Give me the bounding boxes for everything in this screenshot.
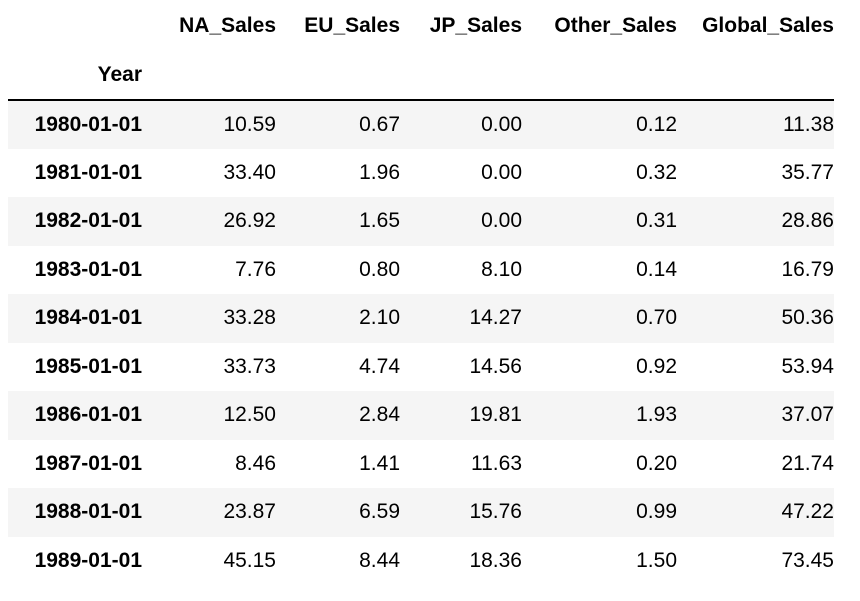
table-cell: 0.92 <box>636 354 677 378</box>
table-cell: 1.41 <box>359 451 400 475</box>
row-index-label: 1981-01-01 <box>34 160 142 184</box>
table-header: NA_Sales EU_Sales JP_Sales Other_Sales G… <box>8 0 834 100</box>
table-row: 1982-01-01 26.92 1.65 0.00 0.31 28.86 <box>8 197 834 246</box>
table-cell: 2.84 <box>359 403 400 427</box>
table-cell: 0.80 <box>359 257 400 281</box>
column-header: JP_Sales <box>429 13 522 37</box>
table-cell: 12.50 <box>223 403 276 427</box>
empty-header-cell <box>142 51 276 100</box>
table-row: 1981-01-01 33.40 1.96 0.00 0.32 35.77 <box>8 149 834 198</box>
table-cell: 10.59 <box>223 112 276 136</box>
table-cell: 33.40 <box>223 160 276 184</box>
table-cell: 45.15 <box>223 548 276 572</box>
row-index-label: 1984-01-01 <box>34 306 142 330</box>
table-cell: 2.10 <box>359 306 400 330</box>
table-cell: 0.00 <box>481 112 522 136</box>
row-index-label: 1986-01-01 <box>34 403 142 427</box>
column-header: Other_Sales <box>554 13 677 37</box>
table-row: 1986-01-01 12.50 2.84 19.81 1.93 37.07 <box>8 391 834 440</box>
table-cell: 0.20 <box>636 451 677 475</box>
column-header-row: NA_Sales EU_Sales JP_Sales Other_Sales G… <box>8 0 834 51</box>
table-cell: 33.73 <box>223 354 276 378</box>
table-cell: 0.70 <box>636 306 677 330</box>
table-cell: 0.00 <box>481 209 522 233</box>
table-cell: 16.79 <box>781 257 834 281</box>
table-cell: 8.46 <box>235 451 276 475</box>
table-cell: 0.31 <box>636 209 677 233</box>
empty-header-cell <box>522 51 677 100</box>
row-index-label: 1988-01-01 <box>34 500 142 524</box>
table-cell: 26.92 <box>223 209 276 233</box>
table-cell: 14.27 <box>469 306 522 330</box>
table-cell: 0.12 <box>636 112 677 136</box>
table-cell: 8.10 <box>481 257 522 281</box>
table-row: 1987-01-01 8.46 1.41 11.63 0.20 21.74 <box>8 440 834 489</box>
table-cell: 23.87 <box>223 500 276 524</box>
table-cell: 0.14 <box>636 257 677 281</box>
table-cell: 28.86 <box>781 209 834 233</box>
table-cell: 0.00 <box>481 160 522 184</box>
column-header: EU_Sales <box>304 13 400 37</box>
row-index-label: 1989-01-01 <box>34 548 142 572</box>
empty-header-cell <box>276 51 400 100</box>
table-cell: 0.67 <box>359 112 400 136</box>
row-index-label: 1982-01-01 <box>34 209 142 233</box>
table-cell: 50.36 <box>781 306 834 330</box>
sales-table: NA_Sales EU_Sales JP_Sales Other_Sales G… <box>8 0 834 585</box>
table-cell: 0.99 <box>636 500 677 524</box>
table-cell: 11.38 <box>783 112 834 136</box>
table-cell: 1.96 <box>359 160 400 184</box>
table-cell: 35.77 <box>781 160 834 184</box>
empty-header-cell <box>677 51 834 100</box>
table-cell: 53.94 <box>781 354 834 378</box>
table-row: 1984-01-01 33.28 2.10 14.27 0.70 50.36 <box>8 294 834 343</box>
table-body: 1980-01-01 10.59 0.67 0.00 0.12 11.38 1981-01-… <box>8 100 834 585</box>
table-cell: 6.59 <box>359 500 400 524</box>
table-cell: 1.50 <box>636 548 677 572</box>
column-header: Global_Sales <box>702 13 834 37</box>
index-name: Year <box>97 63 142 86</box>
row-index-label: 1980-01-01 <box>34 112 142 136</box>
table-row: 1989-01-01 45.15 8.44 18.36 1.50 73.45 <box>8 537 834 586</box>
row-index-label: 1987-01-01 <box>34 451 142 475</box>
row-index-label: 1983-01-01 <box>34 257 142 281</box>
table-row: 1983-01-01 7.76 0.80 8.10 0.14 16.79 <box>8 246 834 295</box>
table-cell: 4.74 <box>359 354 400 378</box>
table-row: 1980-01-01 10.59 0.67 0.00 0.12 11.38 <box>8 100 834 149</box>
corner-cell <box>8 0 142 51</box>
table-cell: 73.45 <box>781 548 834 572</box>
table-cell: 37.07 <box>781 403 834 427</box>
row-index-label: 1985-01-01 <box>34 354 142 378</box>
table-cell: 19.81 <box>469 403 522 427</box>
table-cell: 7.76 <box>235 257 276 281</box>
table-cell: 11.63 <box>471 451 522 475</box>
table-row: 1985-01-01 33.73 4.74 14.56 0.92 53.94 <box>8 343 834 392</box>
table-cell: 21.74 <box>781 451 834 475</box>
table-cell: 14.56 <box>469 354 522 378</box>
index-name-row: Year <box>8 51 834 100</box>
table-cell: 8.44 <box>359 548 400 572</box>
table-cell: 33.28 <box>223 306 276 330</box>
empty-header-cell <box>400 51 522 100</box>
table-row: 1988-01-01 23.87 6.59 15.76 0.99 47.22 <box>8 488 834 537</box>
table-cell: 47.22 <box>781 500 834 524</box>
table-cell: 1.93 <box>636 403 677 427</box>
table-cell: 1.65 <box>359 209 400 233</box>
column-header: NA_Sales <box>179 13 276 37</box>
table-cell: 18.36 <box>469 548 522 572</box>
table-cell: 0.32 <box>636 160 677 184</box>
table-cell: 15.76 <box>469 500 522 524</box>
